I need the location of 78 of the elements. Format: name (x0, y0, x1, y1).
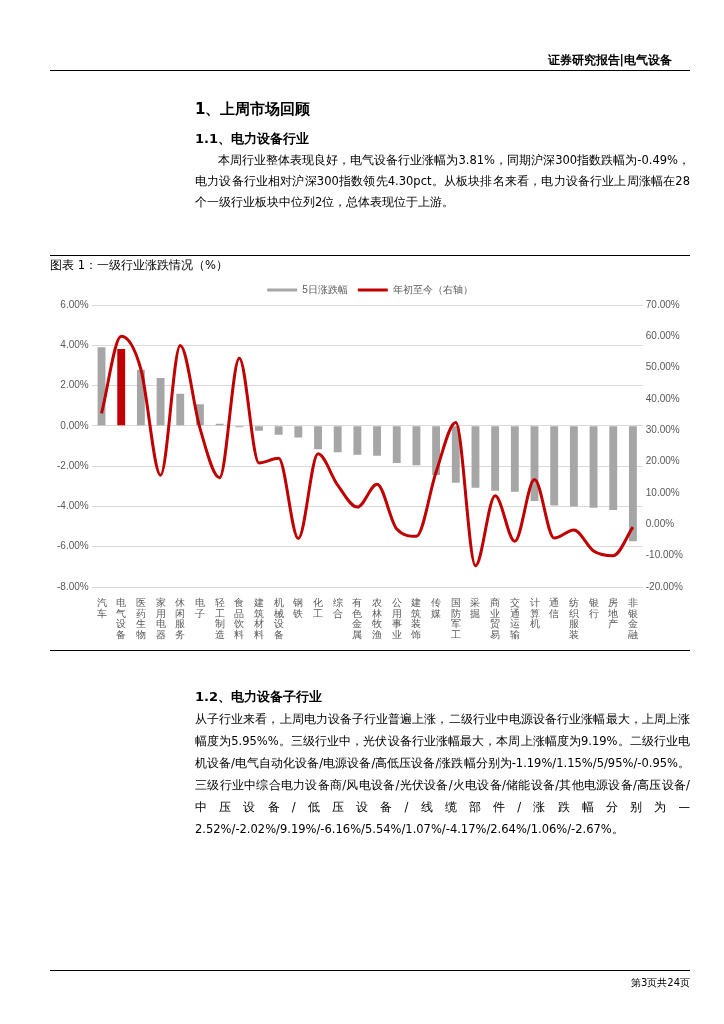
bar (471, 426, 480, 488)
x-tick-label: 银行 (587, 597, 599, 619)
y-tick-label: 4.00% (60, 339, 89, 351)
bar (156, 377, 165, 426)
x-tick-label: 商业贸易 (490, 597, 501, 640)
bar (589, 426, 598, 508)
y2-tick-label: 40.00% (645, 392, 680, 404)
bar (491, 426, 500, 491)
x-tick-label: 公用事业 (391, 597, 402, 640)
y2-tick-label: -20.00% (645, 580, 684, 592)
legend-label: 5日涨跌幅 (302, 283, 348, 295)
y2-tick-label: 60.00% (645, 330, 680, 342)
bar (609, 426, 618, 511)
text: 从子行业来看，上周电力设备子行业普遍上涨，二级行业中电源设备行业涨幅最大，上周上涨幅度为5.95%%。三级行业中，光伏设备行业涨幅最大，本周上涨幅度为9.19%。二级行业电机设备/电气自动化设备/电源设备/高低压设备/涨跌幅分别为-1.19%/1.15%/5/95%/-0.95%。三级行业中综合电力设备商/风电设备/光伏设备/火电设备/储能设备/其他电源设备/高压设备/中压设备/低压设备/线缆部件/涨跌幅分别为—2.52%/-2.02%/9.19%/-6.16%/5.54%/1.07%/-4.17%/2.64%/1.06%/-2.67%。 (195, 711, 690, 838)
x-tick-label: 建筑材料 (252, 597, 264, 640)
x-tick-label: 电气设备 (116, 597, 127, 640)
text: 本周行业整体表现良好，电气设备行业涨幅为3.81%，同期沪深300指数跌幅为-0.49%，电力设备行业相对沪深300指数领先4.30pct。从板块排名来看，电力设备行业上周涨幅在28个一级行业板块中位列2位，总体表现位于上游。 (195, 152, 690, 211)
y2-tick-label: 70.00% (645, 298, 680, 310)
y2-tick-label: 0.00% (645, 518, 675, 530)
y-tick-label: 0.00% (60, 419, 89, 431)
y-tick-label: 2.00% (60, 379, 89, 391)
x-tick-label: 食品饮料 (233, 597, 245, 640)
bar (550, 426, 559, 506)
bar (353, 426, 362, 455)
y2-tick-label: 20.00% (645, 455, 680, 467)
text: 1.2、电力设备子行业 (195, 688, 323, 706)
x-tick-label: 非银金融 (626, 597, 638, 640)
text: 1、上周市场回顾 (195, 100, 311, 119)
x-tick-label: 综合 (332, 597, 343, 619)
x-tick-label: 农林牧渔 (371, 597, 383, 640)
y-tick-label: 6.00% (60, 298, 89, 310)
y-tick-label: -4.00% (57, 500, 89, 512)
bar (176, 393, 185, 426)
text: 第3页共24页 (630, 976, 690, 990)
bar (451, 426, 460, 483)
bar (628, 426, 637, 542)
y2-tick-label: -10.00% (645, 549, 684, 561)
x-tick-label: 机械设备 (273, 597, 284, 640)
bar (255, 426, 263, 431)
bar (510, 426, 519, 492)
bar (274, 426, 283, 435)
x-tick-label: 建筑装饰 (410, 597, 422, 640)
x-tick-label: 纺织服装 (568, 597, 579, 640)
x-tick-label: 家用电器 (155, 597, 166, 640)
x-tick-label: 采掘 (470, 597, 481, 619)
bar (392, 426, 401, 463)
y2-tick-label: 30.00% (645, 424, 680, 436)
bar (117, 349, 126, 426)
text: 证券研究报告|电气设备 (547, 52, 672, 69)
bar (294, 426, 303, 438)
x-tick-label: 计算机 (529, 597, 540, 629)
x-tick-label: 医药生物 (135, 597, 146, 640)
y-tick-label: -8.00% (57, 580, 89, 592)
y-tick-label: -2.00% (57, 459, 89, 471)
y-tick-label: -6.00% (57, 540, 89, 552)
bar (373, 426, 381, 456)
bar (412, 426, 421, 466)
bar (314, 426, 322, 450)
x-tick-label: 轻工制造 (214, 597, 225, 640)
y2-tick-label: 10.00% (645, 486, 680, 498)
x-tick-label: 钢铁 (292, 597, 304, 619)
x-tick-label: 电子 (194, 597, 205, 619)
y2-tick-label: 50.00% (645, 361, 680, 373)
x-tick-label: 化工 (313, 597, 324, 619)
x-tick-label: 休闲服务 (175, 597, 186, 640)
x-tick-label: 通信 (549, 597, 560, 619)
x-tick-label: 汽车 (96, 597, 107, 619)
x-tick-label: 国防军工 (450, 597, 461, 640)
x-tick-label: 房地产 (607, 597, 619, 629)
bar (333, 426, 342, 453)
line-series (100, 334, 635, 568)
bar (569, 426, 578, 507)
chart-title: 图表 1：一级行业涨跌情况（%） (50, 255, 690, 273)
x-tick-label: 传媒 (431, 597, 442, 619)
x-tick-label: 交通运输 (509, 597, 520, 640)
text: 1.1、电力设备行业 (195, 130, 310, 148)
legend-label: 年初至今（右轴） (392, 283, 473, 295)
x-tick-label: 有色金属 (352, 597, 363, 640)
